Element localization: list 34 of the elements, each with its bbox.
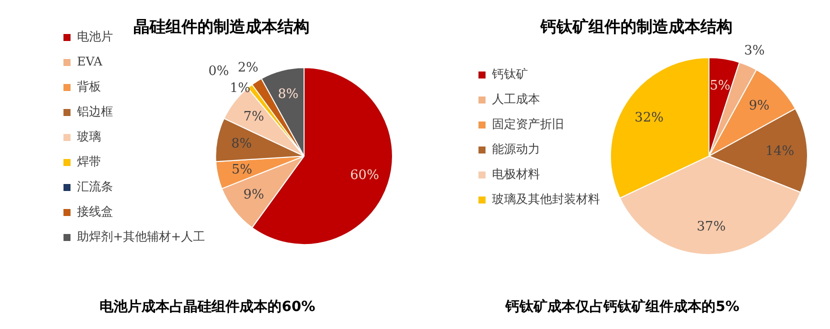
legend-label: 能源动力 xyxy=(492,142,540,156)
legend-label: 电极材料 xyxy=(492,167,540,182)
legend-label: 汇流条 xyxy=(77,180,113,194)
data-label: 9% xyxy=(748,98,770,114)
data-label: 60% xyxy=(350,168,380,184)
legend-label: 接线盒 xyxy=(77,204,113,219)
legend-label: EVA xyxy=(77,54,103,69)
data-label: 8% xyxy=(278,86,299,102)
data-label: 5% xyxy=(710,78,730,94)
legend-label: 电池片 xyxy=(77,30,113,44)
legend-label: 人工成本 xyxy=(492,92,540,106)
legend-label: 铝边框 xyxy=(76,104,113,119)
data-label: 9% xyxy=(243,188,264,203)
data-label: 8% xyxy=(231,136,252,152)
data-label: 7% xyxy=(243,109,264,124)
chart-title: 晶硅组件的制造成本结构 xyxy=(134,16,310,36)
legend-label: 背板 xyxy=(77,80,101,94)
text: 电池片成本占晶硅组件成本的60% xyxy=(98,298,316,316)
data-label: 1% xyxy=(230,80,250,96)
legend-label: 玻璃 xyxy=(77,130,101,144)
legend-label: 固定资产折旧 xyxy=(492,117,564,132)
legend-label: 助焊剂+其他辅材+人工 xyxy=(77,230,206,244)
data-label: 5% xyxy=(232,162,252,178)
data-label: 14% xyxy=(765,144,794,160)
data-label: 3% xyxy=(744,43,765,58)
legend-label: 玻璃及其他封装材料 xyxy=(492,192,600,206)
legend-label: 钙钛矿 xyxy=(491,67,528,82)
data-label: 2% xyxy=(238,60,258,76)
chart-title: 钙钛矿组件的制造成本结构 xyxy=(540,16,732,36)
legend-label: 焊带 xyxy=(77,154,101,169)
text: 0% xyxy=(208,64,229,79)
data-label: 37% xyxy=(696,219,726,234)
text: 钙钛矿成本仅占钙钛矿组件成本的5% xyxy=(504,298,740,316)
data-label: 32% xyxy=(634,110,664,126)
